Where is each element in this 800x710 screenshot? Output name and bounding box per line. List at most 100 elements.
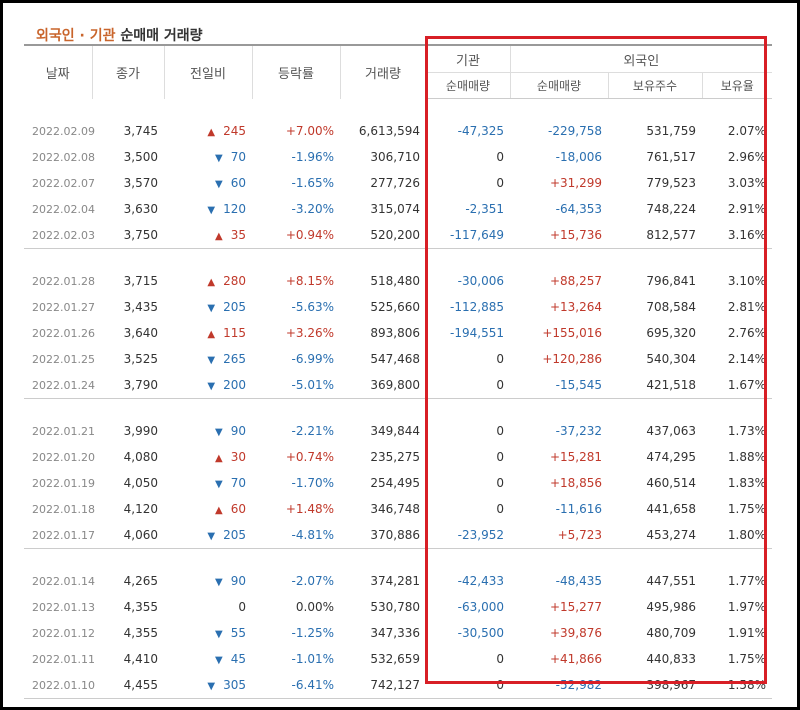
header-change: 전일비 xyxy=(163,44,252,99)
change-value: 120 xyxy=(223,202,246,216)
close-cell: 3,640 xyxy=(123,326,158,340)
rate-cell: +0.74% xyxy=(285,450,334,464)
change-value: 265 xyxy=(223,352,246,366)
table-row: 2022.01.14 4,265 ▼ 90 -2.07% 374,281 -42,433 -4… xyxy=(24,568,772,594)
table-row: 2022.01.12 4,355 ▼ 55 -1.25% 347,336 -30,500 +3… xyxy=(24,620,772,646)
change-cell: ▲ 115 xyxy=(164,320,252,346)
change-value: 205 xyxy=(223,528,246,542)
institution-net-cell: 0 xyxy=(496,150,504,164)
title-accent: 외국인 · 기관 xyxy=(36,28,116,44)
change-cell: ▼ 70 xyxy=(164,144,252,170)
holdings-cell: 748,224 xyxy=(646,202,696,216)
header-close: 종가 xyxy=(91,44,164,99)
holdings-cell: 437,063 xyxy=(646,424,696,438)
holding-ratio-cell: 1.67% xyxy=(727,378,767,392)
table-row: 2022.01.25 3,525 ▼ 265 -6.99% 547,468 0 +120,28… xyxy=(24,346,772,372)
foreign-net-cell: +31,299 xyxy=(549,176,602,190)
institution-net-cell: 0 xyxy=(496,502,504,516)
institution-net-cell: -23,952 xyxy=(457,528,504,542)
date-cell: 2022.02.08 xyxy=(32,150,95,164)
rate-cell: -5.01% xyxy=(291,378,334,392)
holdings-cell: 453,274 xyxy=(646,528,696,542)
foreign-net-cell: +88,257 xyxy=(549,274,602,288)
volume-cell: 530,780 xyxy=(370,600,420,614)
foreign-net-cell: +155,016 xyxy=(542,326,602,340)
change-cell: ▼ 60 xyxy=(164,170,252,196)
close-cell: 3,435 xyxy=(123,300,158,314)
rate-cell: +8.15% xyxy=(285,274,334,288)
triangle-down-icon: ▼ xyxy=(215,427,223,438)
holdings-cell: 708,584 xyxy=(646,300,696,314)
header-foreign-group: 외국인 xyxy=(509,44,773,73)
table-row: 2022.02.09 3,745 ▲ 245 +7.00% 6,613,594 -47,32… xyxy=(24,118,772,144)
institution-net-cell: -112,885 xyxy=(450,300,504,314)
group-spacer-cell xyxy=(24,548,773,568)
institution-net-cell: -47,325 xyxy=(457,124,504,138)
group-spacer-cell xyxy=(24,99,772,119)
change-cell: ▼ 55 xyxy=(164,620,252,646)
rate-cell: 0.00% xyxy=(295,600,334,614)
close-cell: 3,745 xyxy=(123,124,158,138)
holdings-cell: 796,841 xyxy=(646,274,696,288)
volume-cell: 370,886 xyxy=(370,528,420,542)
rate-cell: +7.00% xyxy=(285,124,334,138)
rate-cell: -3.20% xyxy=(291,202,334,216)
institution-net-cell: 0 xyxy=(496,652,504,666)
triangle-up-icon: ▲ xyxy=(207,127,216,138)
holdings-cell: 460,514 xyxy=(646,476,696,490)
holding-ratio-cell: 2.81% xyxy=(727,300,767,314)
change-cell: ▲ 60 xyxy=(164,496,252,522)
holding-ratio-cell: 2.96% xyxy=(727,150,767,164)
change-value: 90 xyxy=(230,574,246,588)
holding-ratio-cell: 3.03% xyxy=(727,176,767,190)
volume-cell: 520,200 xyxy=(370,228,420,242)
group-spacer xyxy=(24,248,773,268)
change-cell: ▼ 265 xyxy=(164,346,252,372)
table-row: 2022.02.08 3,500 ▼ 70 -1.96% 306,710 0 -18,006 7… xyxy=(24,144,772,170)
close-cell: 4,080 xyxy=(123,450,158,464)
rate-cell: -6.99% xyxy=(291,352,334,366)
close-cell: 4,050 xyxy=(123,476,158,490)
page-frame: 외국인 · 기관 순매매 거래량 xyxy=(3,3,797,707)
triangle-up-icon: ▲ xyxy=(207,329,216,340)
volume-cell: 6,613,594 xyxy=(358,124,420,138)
volume-cell: 525,660 xyxy=(370,300,420,314)
date-cell: 2022.01.13 xyxy=(32,600,95,614)
foreign-net-cell: +5,723 xyxy=(557,528,602,542)
table-row: 2022.02.04 3,630 ▼ 120 -3.20% 315,074 -2,351 -6… xyxy=(24,196,772,222)
institution-net-cell: 0 xyxy=(496,378,504,392)
foreign-net-cell: -37,232 xyxy=(555,424,602,438)
header-holding-ratio: 보유율 xyxy=(701,72,773,99)
table-row: 2022.01.28 3,715 ▲ 280 +8.15% 518,480 -30,006 +… xyxy=(24,268,772,294)
holdings-cell: 779,523 xyxy=(646,176,696,190)
table-row: 2022.01.21 3,990 ▼ 90 -2.21% 349,844 0 -37,232 4… xyxy=(24,418,772,444)
holdings-cell: 531,759 xyxy=(646,124,696,138)
close-cell: 3,990 xyxy=(123,424,158,438)
close-cell: 4,120 xyxy=(123,502,158,516)
change-value: 30 xyxy=(230,450,246,464)
change-value: 200 xyxy=(223,378,246,392)
volume-cell: 532,659 xyxy=(370,652,420,666)
institution-net-cell: -194,551 xyxy=(450,326,504,340)
rate-cell: -1.70% xyxy=(291,476,334,490)
foreign-net-cell: +18,856 xyxy=(549,476,602,490)
triangle-down-icon: ▼ xyxy=(207,381,216,392)
change-cell: 0 xyxy=(164,594,252,620)
group-spacer-cell xyxy=(24,248,773,268)
holdings-cell: 440,833 xyxy=(646,652,696,666)
table-row: 2022.01.11 4,410 ▼ 45 -1.01% 532,659 0 +41,866 4… xyxy=(24,646,772,672)
change-value: 70 xyxy=(230,150,246,164)
institution-net-cell: -30,006 xyxy=(457,274,504,288)
triangle-down-icon: ▼ xyxy=(207,303,216,314)
volume-cell: 374,281 xyxy=(370,574,420,588)
holding-ratio-cell: 3.10% xyxy=(727,274,767,288)
holding-ratio-cell: 2.14% xyxy=(727,352,767,366)
close-cell: 4,265 xyxy=(123,574,158,588)
volume-cell: 893,806 xyxy=(370,326,420,340)
change-value: 280 xyxy=(223,274,246,288)
change-cell: ▼ 205 xyxy=(164,522,252,549)
table-row: 2022.01.18 4,120 ▲ 60 +1.48% 346,748 0 -11,616 4… xyxy=(24,496,772,522)
triangle-down-icon: ▼ xyxy=(215,577,223,588)
volume-cell: 254,495 xyxy=(370,476,420,490)
institution-net-cell: -117,649 xyxy=(450,228,504,242)
